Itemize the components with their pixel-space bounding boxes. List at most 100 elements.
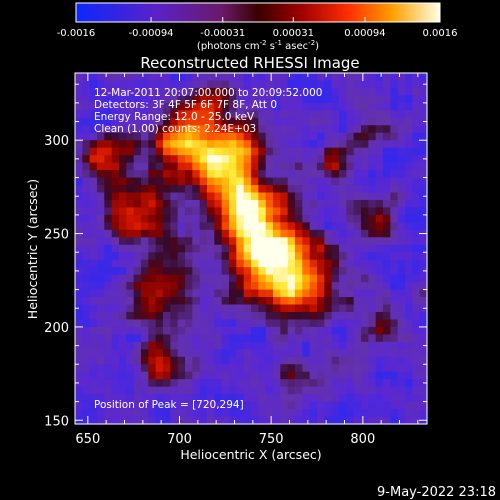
heatmap-cell <box>331 349 340 358</box>
heatmap-cell <box>339 177 347 186</box>
heatmap-cell <box>119 207 127 216</box>
heatmap-cell <box>214 170 223 179</box>
heatmap-cell <box>199 192 208 201</box>
heatmap-cell <box>251 394 259 403</box>
heatmap-cell <box>177 416 186 425</box>
heatmap-cell <box>236 170 245 179</box>
heatmap-cell <box>141 192 149 201</box>
heatmap-cell <box>302 177 311 186</box>
heatmap-cell <box>383 259 391 268</box>
heatmap-cell <box>170 87 179 97</box>
heatmap-cell <box>221 185 230 194</box>
heatmap-cell <box>133 80 142 89</box>
heatmap-cell <box>163 170 171 179</box>
heatmap-cell <box>375 364 384 373</box>
heatmap-cell <box>170 117 179 126</box>
heatmap-cell <box>346 244 355 253</box>
heatmap-cell <box>221 177 230 186</box>
heatmap-cell <box>207 237 215 246</box>
heatmap-cell <box>368 95 377 104</box>
heatmap-cell <box>353 319 362 328</box>
heatmap-cell <box>302 274 311 283</box>
colorbar-tick-label: 0.00031 <box>273 28 314 39</box>
heatmap-cell <box>126 125 135 134</box>
heatmap-cell <box>273 416 281 425</box>
heatmap-cell <box>361 155 369 164</box>
heatmap-cell <box>383 192 391 201</box>
heatmap-cell <box>317 102 325 111</box>
heatmap-cell <box>229 364 237 373</box>
heatmap-cell <box>97 297 105 306</box>
heatmap-cell <box>265 110 274 119</box>
heatmap-cell <box>163 356 171 365</box>
heatmap-cell <box>295 334 303 343</box>
heatmap-cell <box>243 177 252 186</box>
heatmap-cell <box>309 192 318 201</box>
heatmap-cell <box>405 102 413 111</box>
heatmap-cell <box>324 282 333 291</box>
heatmap-cell <box>390 297 399 306</box>
heatmap-cell <box>258 199 267 209</box>
heatmap-cell <box>353 274 362 283</box>
heatmap-cell <box>82 401 91 410</box>
heatmap-cell <box>214 289 223 298</box>
plot-frame <box>74 72 428 425</box>
heatmap-cell <box>397 274 406 283</box>
heatmap-cell <box>214 95 223 104</box>
heatmap-cell <box>89 311 98 321</box>
heatmap-cell <box>295 326 303 335</box>
heatmap-cell <box>243 394 252 403</box>
heatmap-cell <box>265 199 274 209</box>
heatmap-cell <box>412 87 421 97</box>
heatmap-cell <box>170 386 179 395</box>
heatmap-cell <box>361 214 369 223</box>
heatmap-cell <box>258 162 267 171</box>
heatmap-cell <box>82 371 91 380</box>
heatmap-cell <box>295 110 303 119</box>
heatmap-cell <box>390 155 399 164</box>
heatmap-cell <box>383 214 391 223</box>
heatmap-cell <box>155 267 164 276</box>
heatmap-cell <box>97 304 105 313</box>
heatmap-cell <box>82 282 91 291</box>
heatmap-cell <box>119 244 127 253</box>
heatmap-cell <box>331 341 340 350</box>
heatmap-cell <box>192 259 201 268</box>
heatmap-cell <box>82 349 91 358</box>
heatmap-cell <box>353 125 362 134</box>
heatmap-cell <box>236 155 245 164</box>
heatmap-cell <box>383 297 391 306</box>
heatmap-cell <box>141 170 149 179</box>
heatmap-cell <box>229 401 237 410</box>
heatmap-cell <box>111 409 120 418</box>
heatmap-cell <box>265 304 274 313</box>
heatmap-cell <box>214 401 223 410</box>
heatmap-cell <box>405 237 413 246</box>
heatmap-cell <box>126 274 135 283</box>
heatmap-cell <box>236 304 245 313</box>
heatmap-cell <box>287 282 296 291</box>
heatmap-cell <box>317 394 325 403</box>
heatmap-cell <box>361 140 369 149</box>
heatmap-cell <box>170 371 179 380</box>
heatmap-cell <box>375 371 384 380</box>
heatmap-cell <box>148 304 157 313</box>
heatmap-cell <box>265 95 274 104</box>
heatmap-cell <box>375 401 384 410</box>
heatmap-cell <box>236 334 245 343</box>
heatmap-cell <box>221 95 230 104</box>
heatmap-cell <box>229 73 237 82</box>
heatmap-cell <box>75 356 83 365</box>
heatmap-cell <box>339 110 347 119</box>
heatmap-cell <box>185 177 193 186</box>
heatmap-cell <box>375 304 384 313</box>
heatmap-cell <box>155 282 164 291</box>
heatmap-cell <box>390 252 399 261</box>
heatmap-cell <box>331 117 340 126</box>
heatmap-cell <box>177 386 186 395</box>
heatmap-cell <box>346 73 355 82</box>
heatmap-cell <box>141 289 149 298</box>
heatmap-cell <box>192 87 201 97</box>
